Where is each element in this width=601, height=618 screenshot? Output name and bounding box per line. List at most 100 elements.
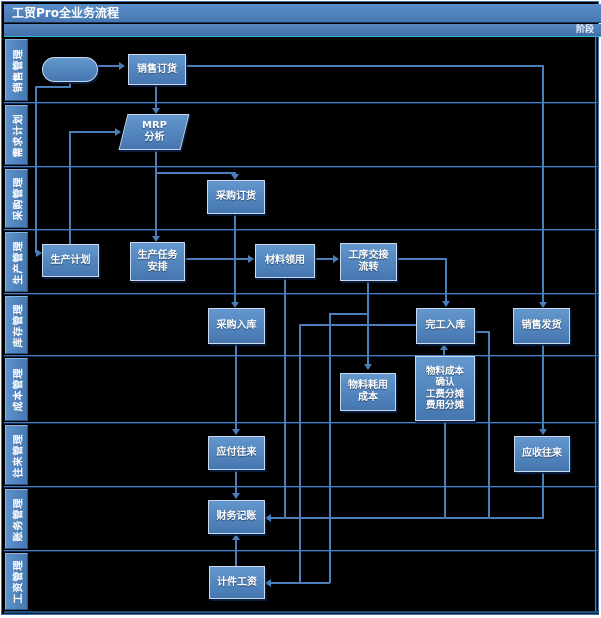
node-mrp-analysis[interactable]: MRP 分析	[118, 114, 190, 150]
node-accounts-receivable[interactable]: 应收往来	[514, 436, 570, 472]
node-cost-confirm[interactable]: 物料成本 确认 工费分摊 费用分摊	[415, 356, 475, 421]
lane-label-text: 库存管理	[13, 303, 24, 347]
connector-segment	[235, 344, 237, 430]
connector-segment	[270, 582, 330, 584]
node-purchase-receipt[interactable]: 采购入库	[208, 308, 265, 344]
arrowhead	[539, 302, 547, 308]
lane-divider	[4, 293, 599, 295]
node-start[interactable]	[42, 57, 98, 82]
lane-label-text: 采购管理	[13, 176, 24, 221]
node-label: 生产计划	[50, 254, 91, 266]
connector-segment	[488, 331, 490, 519]
lane-divider	[4, 550, 599, 552]
node-label: 工序交接 流转	[348, 250, 389, 273]
lane-label-text: 往来管理	[13, 433, 24, 477]
node-label: 销售发货	[521, 320, 562, 331]
connector-segment	[69, 131, 71, 244]
node-label: 采购入库	[216, 320, 257, 331]
node-material-cost[interactable]: 物料耗用 成本	[340, 373, 396, 411]
connector-segment	[542, 472, 544, 519]
arrowhead	[231, 174, 239, 180]
node-label: 物料成本 确认 工费分摊 费用分摊	[425, 365, 464, 411]
node-label: 材料领用	[265, 255, 305, 266]
connector-segment	[69, 82, 71, 88]
connector-segment	[185, 258, 249, 260]
arrowhead	[152, 108, 160, 114]
lane-divider	[4, 102, 599, 104]
arrowhead	[115, 128, 121, 136]
lane-label-inventory: 库存管理	[5, 296, 28, 354]
node-sales-order[interactable]: 销售订货	[128, 54, 186, 85]
lane-label-purchasing: 采购管理	[5, 169, 28, 228]
node-material-requisition[interactable]: 材料领用	[255, 244, 315, 278]
lane-label-transactions: 往来管理	[5, 425, 28, 485]
lane-divider	[4, 486, 599, 488]
node-label: MRP 分析	[141, 120, 167, 143]
arrowhead	[152, 236, 160, 242]
connector-segment	[270, 517, 544, 519]
lane-divider	[4, 229, 599, 231]
connector-segment	[98, 65, 122, 67]
node-finished-receipt[interactable]: 完工入库	[416, 308, 475, 344]
arrowhead	[232, 534, 240, 540]
connector-segment	[35, 86, 71, 88]
connector-segment	[299, 324, 301, 583]
connector-segment	[444, 421, 446, 519]
lane-label-cost: 成本管理	[5, 358, 28, 421]
lane-label-text: 成本管理	[13, 367, 24, 412]
connector-segment	[397, 258, 447, 260]
node-label: 财务记账	[216, 511, 257, 522]
node-purchase-order[interactable]: 采购订货	[207, 180, 265, 214]
arrowhead	[232, 493, 240, 499]
arrowhead	[119, 62, 125, 70]
node-label: 应收往来	[522, 448, 562, 459]
lane-label-text: 账务管理	[13, 497, 24, 541]
node-label: 计件工资	[217, 576, 257, 588]
arrowhead	[442, 301, 450, 307]
phase-header: 阶段	[4, 24, 601, 37]
arrowhead	[248, 255, 254, 263]
node-sales-delivery[interactable]: 销售发货	[513, 308, 570, 344]
arrowhead	[36, 249, 42, 257]
connector-segment	[329, 313, 331, 583]
connector-segment	[235, 470, 237, 495]
arrowhead	[364, 364, 372, 370]
arrowhead	[232, 429, 240, 435]
node-production-task[interactable]: 生产任务 安排	[130, 242, 185, 281]
connector-segment	[445, 258, 447, 302]
lane-label-text: 工资管理	[13, 559, 24, 604]
arrowhead	[265, 579, 271, 587]
connector-segment	[299, 324, 416, 326]
node-bookkeeping[interactable]: 财务记账	[208, 500, 265, 534]
connector-segment	[315, 258, 336, 260]
node-label: 生产任务 安排	[137, 249, 178, 273]
node-label: 采购订货	[216, 191, 256, 202]
connector-segment	[69, 131, 117, 133]
connector-segment	[443, 349, 445, 357]
arrowhead	[539, 429, 547, 435]
connector-segment	[186, 65, 544, 67]
lane-divider	[4, 355, 599, 357]
lane-label-accounting: 账务管理	[5, 489, 28, 549]
lane-label-production: 生产管理	[5, 232, 28, 292]
connector-segment	[367, 281, 369, 365]
connector-segment	[542, 344, 544, 430]
connector-segment	[329, 313, 369, 315]
node-label: 应付往来	[216, 447, 257, 458]
arrowhead	[440, 344, 448, 350]
lane-label-text: 需求计划	[13, 113, 24, 157]
node-production-plan[interactable]: 生产计划	[42, 244, 99, 277]
node-accounts-payable[interactable]: 应付往来	[208, 436, 265, 470]
connector-segment	[284, 278, 286, 518]
node-label: 物料耗用 成本	[348, 380, 388, 403]
node-process-handover[interactable]: 工序交接 流转	[340, 243, 397, 281]
arrowhead	[333, 255, 339, 263]
node-label: 销售订货	[137, 63, 177, 75]
connector-segment	[235, 539, 237, 567]
lane-divider	[4, 166, 599, 168]
connector-segment	[155, 85, 157, 109]
node-piece-wage[interactable]: 计件工资	[209, 566, 265, 599]
node-label: 完工入库	[425, 320, 466, 331]
